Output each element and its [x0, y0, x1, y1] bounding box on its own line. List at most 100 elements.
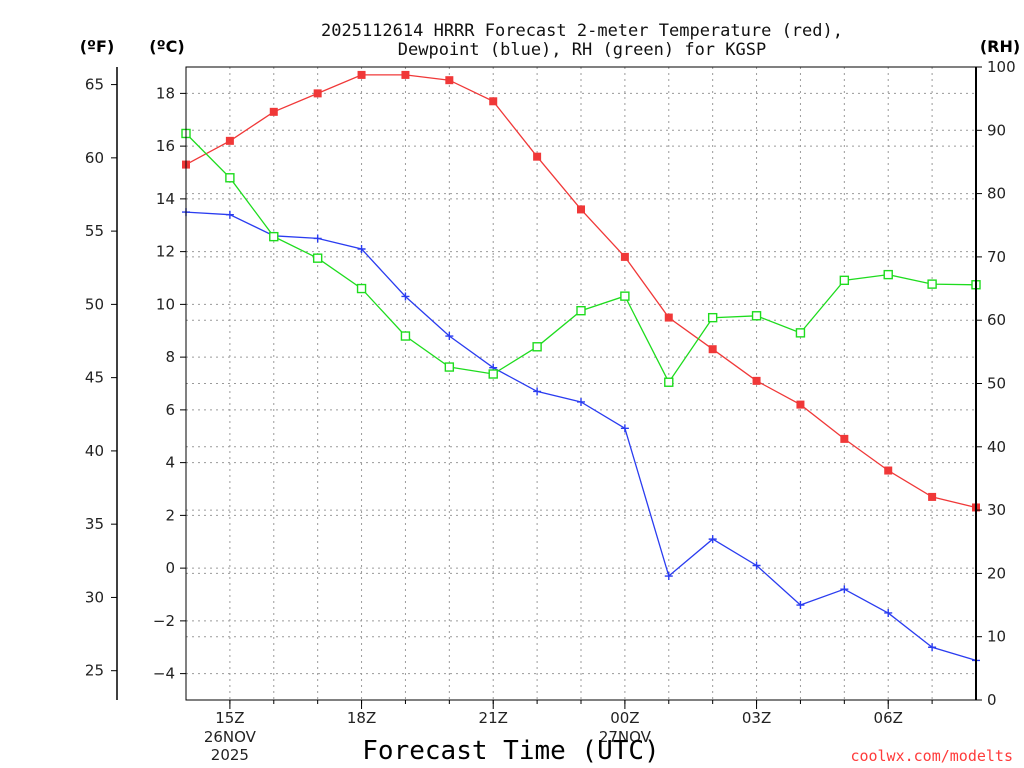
rh-point [664, 377, 674, 387]
temperature-point [796, 400, 805, 409]
rh-point [576, 306, 586, 316]
x-tick-label: 03Z [742, 709, 771, 727]
celsius-tick-label: 8 [165, 348, 175, 366]
dewpoint-point [928, 643, 937, 652]
dewpoint-point [577, 397, 585, 406]
dewpoint-point [708, 535, 717, 544]
celsius-tick-label: 0 [165, 559, 175, 577]
celsius-tick-label: 2 [165, 506, 175, 524]
rh-tick-label: 40 [987, 438, 1006, 456]
rh-point [488, 369, 498, 379]
celsius-tick-label: 16 [156, 137, 175, 155]
gridlines [186, 67, 976, 700]
fahrenheit-tick-label: 45 [85, 369, 104, 387]
fahrenheit-tick-label: 30 [85, 588, 104, 606]
temperature-point [664, 313, 673, 322]
dewpoint-point [401, 292, 410, 301]
rh-tick-label: 30 [987, 501, 1006, 519]
temperature-point [620, 252, 629, 261]
dewpoint-point [620, 424, 629, 433]
rh-tick-label: 100 [987, 58, 1016, 76]
rh-tick-label: 70 [987, 248, 1006, 266]
fahrenheit-tick-label: 60 [85, 149, 104, 167]
rh-point [356, 283, 367, 294]
celsius-tick-label: −4 [153, 665, 175, 683]
fahrenheit-unit-label: (ºF) [80, 37, 115, 56]
chart-title-line-1: 2025112614 HRRR Forecast 2-meter Tempera… [321, 21, 843, 41]
x-tick-sublabel: 27NOV [599, 728, 652, 746]
temperature-point [401, 70, 410, 79]
temperature-point [928, 492, 937, 501]
temperature-point [445, 76, 454, 85]
temperature-point [313, 89, 322, 98]
chart-title-line-2: Dewpoint (blue), RH (green) for KGSP [398, 40, 766, 60]
celsius-unit-label: (ºC) [149, 37, 184, 56]
rh-point [927, 279, 937, 289]
rh-point [751, 311, 762, 321]
dewpoint-point [840, 585, 849, 594]
dewpoint-line [185, 211, 977, 662]
x-tick-label: 00Z [610, 709, 639, 727]
x-tick-label: 18Z [347, 709, 376, 727]
celsius-tick-label: 4 [165, 454, 175, 472]
temperature-point [357, 70, 366, 79]
labels: 2025112614 HRRR Forecast 2-meter Tempera… [80, 21, 1020, 766]
dewpoint-point [445, 332, 454, 341]
temperature-point [269, 107, 278, 116]
x-tick-sublabel: 2025 [211, 746, 249, 764]
temperature-point [577, 205, 585, 214]
series-layer [181, 70, 981, 665]
rh-tick-label: 20 [987, 564, 1006, 582]
rh-point [269, 231, 279, 242]
temperature-point [840, 434, 849, 443]
celsius-tick-label: 18 [156, 84, 175, 102]
rh-point [707, 312, 718, 323]
x-tick-label: 15Z [215, 709, 244, 727]
rh-tick-label: 60 [987, 311, 1006, 329]
dewpoint-point [357, 244, 366, 253]
fahrenheit-tick-label: 65 [85, 76, 104, 94]
fahrenheit-tick-label: 35 [85, 515, 104, 533]
credit-link[interactable]: coolwx.com/modelts [850, 747, 1013, 765]
dewpoint-point [313, 234, 322, 243]
temperature-point [708, 345, 717, 354]
rh-point [225, 173, 235, 183]
celsius-tick-label: 10 [156, 295, 175, 313]
fahrenheit-tick-label: 40 [85, 442, 104, 460]
rh-point [532, 342, 542, 352]
rh-tick-label: 80 [987, 185, 1006, 203]
temperature-point [225, 136, 234, 145]
dewpoint-point [752, 561, 761, 570]
rh-tick-label: 90 [987, 121, 1006, 139]
plot-frame [185, 66, 977, 701]
x-tick-sublabel: 26NOV [204, 728, 257, 746]
temperature-point [533, 152, 542, 161]
x-tick-label: 06Z [874, 709, 903, 727]
rh-point [839, 275, 850, 286]
rh-point [444, 362, 455, 372]
celsius-tick-label: −2 [153, 612, 175, 630]
dewpoint-point [225, 210, 234, 219]
temperature-point [752, 376, 761, 385]
rh-tick-label: 50 [987, 375, 1006, 393]
temperature-point [489, 97, 498, 106]
rh-tick-label: 0 [987, 691, 997, 709]
rh-point [620, 291, 630, 301]
celsius-tick-label: 14 [156, 190, 175, 208]
dewpoint-point [796, 601, 805, 610]
rh-point [312, 253, 323, 263]
rh-unit-label: (RH) [980, 37, 1020, 56]
fahrenheit-tick-label: 50 [85, 295, 104, 313]
fahrenheit-tick-label: 25 [85, 662, 104, 680]
axes: −4 −2 0 2 4 6 8 10 12 14 16 18 25 30 35 40 45 50 55 60 65 0 10… [85, 58, 1016, 764]
rh-point [795, 328, 806, 338]
x-axis-title: Forecast Time (UTC) [362, 736, 659, 766]
dewpoint-point [533, 387, 542, 396]
rh-point [400, 331, 411, 341]
x-tick-label: 21Z [479, 709, 508, 727]
rh-tick-label: 10 [987, 628, 1006, 646]
fahrenheit-tick-label: 55 [85, 222, 104, 240]
celsius-tick-label: 12 [156, 243, 175, 261]
celsius-tick-label: 6 [165, 401, 175, 419]
